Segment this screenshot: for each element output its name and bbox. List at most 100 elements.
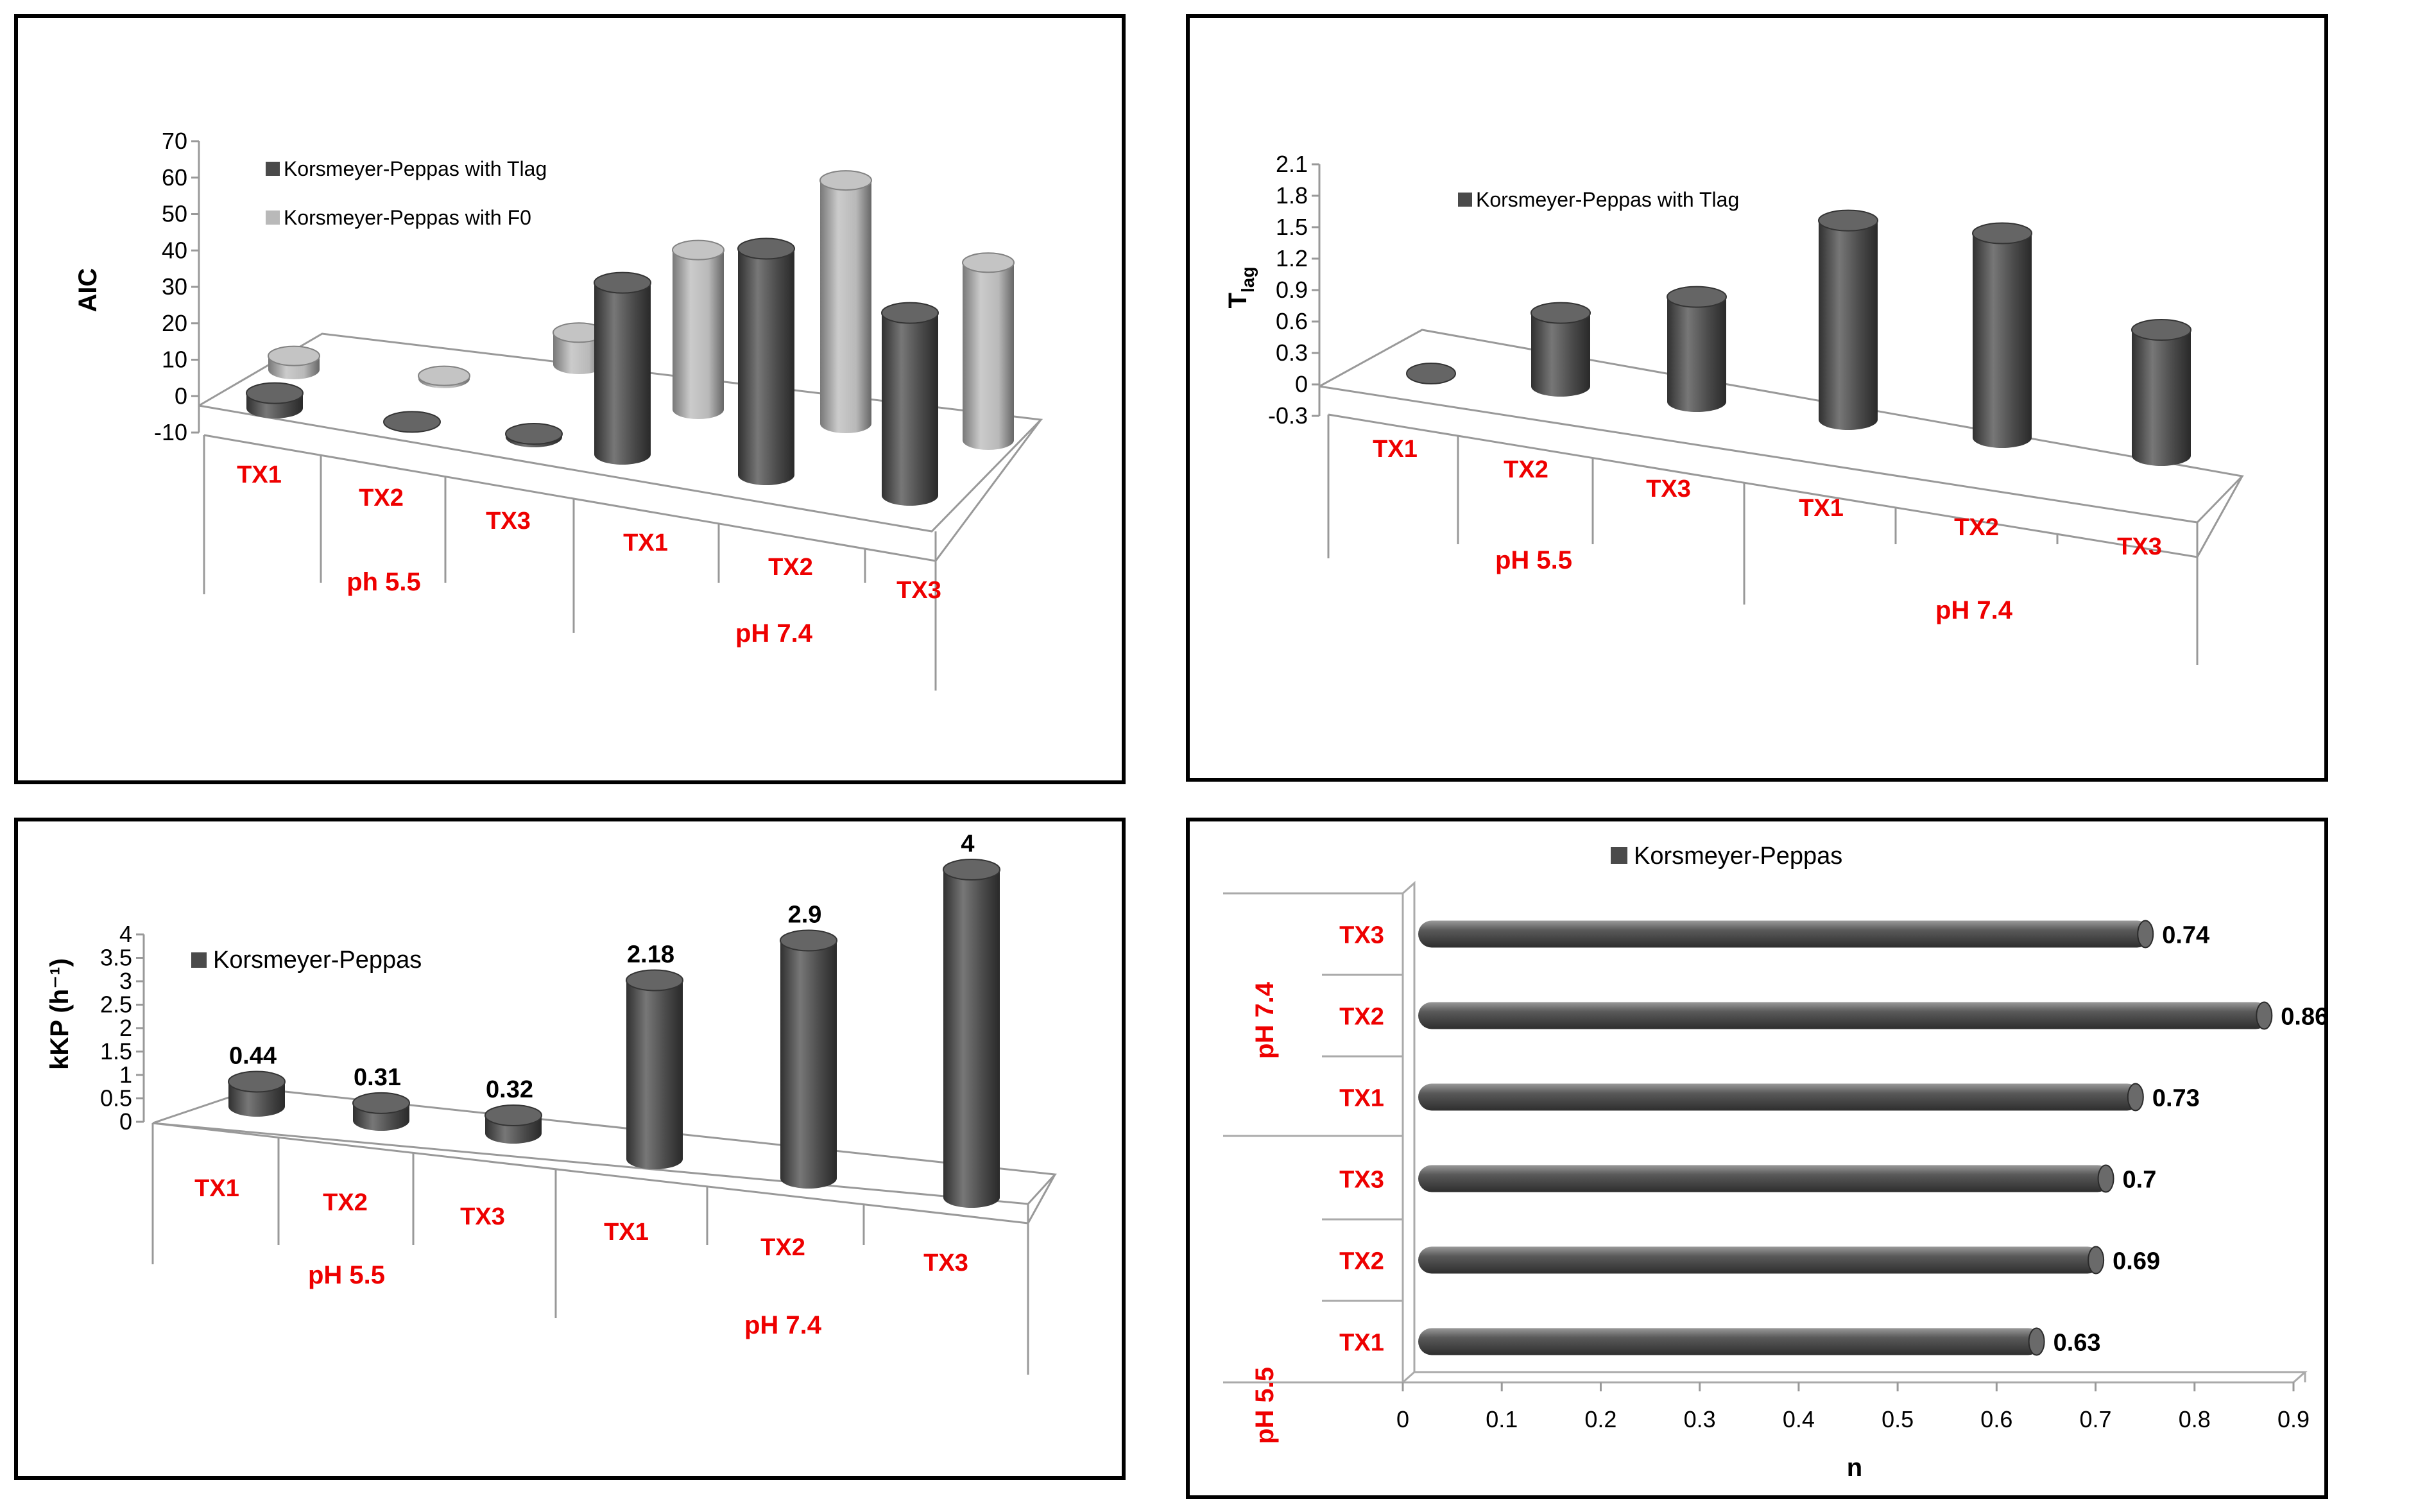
category-label: TX3	[486, 508, 531, 535]
y-tick-label: 1.8	[1276, 182, 1308, 209]
category-label: TX3	[460, 1203, 505, 1230]
y-tick-label: 2.5	[100, 992, 132, 1018]
data-label: 0.44	[229, 1042, 277, 1069]
data-label: 0.74	[2162, 922, 2209, 949]
y-tick-label: 4	[119, 921, 132, 947]
category-label: TX1	[623, 529, 668, 556]
legend-swatch	[1611, 847, 1627, 864]
bar-f0	[672, 239, 725, 419]
category-label: TX1	[1339, 1330, 1384, 1357]
bar-tlag	[881, 302, 939, 506]
group-label: ph 5.5	[347, 568, 421, 596]
data-label: 0.32	[486, 1076, 533, 1103]
category-label: TX2	[768, 554, 813, 581]
bar-n	[1418, 1083, 2144, 1112]
bar-f0	[418, 365, 470, 388]
bar-f0	[553, 322, 605, 374]
category-label: TX1	[1373, 436, 1418, 463]
bar-n	[1418, 920, 2154, 949]
category-label: TX1	[237, 461, 282, 488]
category-label: TX2	[1339, 1004, 1384, 1031]
bar-tlag	[737, 237, 795, 485]
bar-tlag	[1406, 363, 1456, 384]
bar-kkp	[484, 1104, 542, 1144]
category-label: TX2	[1954, 514, 1999, 541]
category-label: TX1	[604, 1219, 649, 1246]
bar-tlag	[383, 411, 441, 433]
y-tick-label: 0.3	[1276, 339, 1308, 366]
aic-chart: 70 60 50 40 30 20 10 0 -10 AIC Korsmeyer-Peppas …	[74, 128, 1043, 691]
bar-kkp	[943, 859, 1000, 1208]
category-label: TX3	[1339, 1167, 1384, 1194]
x-tick-label: 0.5	[1882, 1406, 1914, 1432]
legend-label: Korsmeyer-Peppas	[1634, 843, 1842, 870]
x-tick-label: 0.4	[1783, 1406, 1815, 1432]
category-label: TX2	[1339, 1248, 1384, 1275]
category-label: TX3	[923, 1250, 968, 1276]
kkp-chart-panel: 4 3.5 3 2.5 2 1.5 1 0.5 0 0.44 0.31 0.32 2.18 2.9 4 k…	[14, 818, 1126, 1480]
data-label: 4	[961, 830, 974, 857]
category-label: TX1	[194, 1175, 239, 1202]
bar-tlag	[246, 382, 304, 418]
y-tick-label: 60	[162, 164, 187, 191]
category-label: TX2	[359, 485, 404, 511]
bar-f0	[819, 170, 872, 433]
y-tick-label: 0	[1295, 371, 1308, 397]
data-label: 0.69	[2113, 1248, 2160, 1275]
legend-swatch-tlag	[1458, 193, 1472, 207]
data-label: 0.63	[2054, 1330, 2101, 1357]
tlag-chart: 2.1 1.8 1.5 1.2 0.9 0.6 0.3 0 -0.3 Tlag Korsmeye…	[1224, 151, 2245, 665]
y-tick-label: 3	[119, 968, 132, 994]
y-tick-label: -0.3	[1268, 402, 1308, 429]
x-tick-label: 0	[1396, 1406, 1409, 1432]
bar-n	[1418, 1001, 2273, 1030]
y-tick-label: 3.5	[100, 945, 132, 971]
bar-n	[1418, 1246, 2105, 1275]
y-tick-label: 0	[119, 1108, 132, 1135]
legend-label: Korsmeyer-Peppas	[213, 947, 422, 974]
bar-kkp	[626, 969, 683, 1169]
n-chart: 0.63 0.69 0.7 0.73 0.86 0.74 0 0.1 0.2 0.3 0.4 0.5…	[1223, 843, 2324, 1482]
x-axis-label: n	[1847, 1454, 1862, 1482]
group-label: pH 7.4	[744, 1311, 822, 1339]
y-tick-label: 10	[162, 347, 187, 373]
y-tick-label: 20	[162, 310, 187, 336]
category-label: TX1	[1799, 495, 1844, 522]
bar-kkp	[352, 1092, 410, 1131]
chart-floor	[152, 1087, 1058, 1205]
data-label: 0.86	[2281, 1004, 2324, 1031]
legend-label-f0: Korsmeyer-Peppas with F0	[284, 206, 531, 229]
category-label: TX3	[1339, 922, 1384, 949]
y-tick-label: 70	[162, 128, 187, 154]
bar-n	[1418, 1327, 2045, 1356]
x-tick-label: 0.3	[1684, 1406, 1716, 1432]
x-tick-label: 0.1	[1486, 1406, 1518, 1432]
data-label: 0.31	[354, 1064, 401, 1091]
y-tick-label: 1.5	[1276, 214, 1308, 240]
bar-tlag	[1972, 222, 2032, 448]
y-axis-label: Tlag	[1224, 267, 1258, 309]
kkp-chart: 43.532.521.510.50 0.440.31 0.322.182.94 k…	[46, 830, 1058, 1375]
y-axis-label: AIC	[74, 268, 102, 313]
bar-kkp	[780, 929, 837, 1189]
y-tick-label: 50	[162, 201, 187, 227]
x-tick-label: 0.8	[2179, 1406, 2211, 1432]
category-label: TX1	[1339, 1085, 1384, 1112]
tlag-chart-panel: 2.1 1.8 1.5 1.2 0.9 0.6 0.3 0 -0.3 Tlag Korsmeye…	[1186, 14, 2328, 782]
bar-tlag	[505, 423, 563, 448]
data-label: 0.7	[2123, 1167, 2157, 1194]
legend-swatch-tlag	[266, 162, 280, 176]
y-tick-label: 1	[119, 1061, 132, 1088]
legend-swatch-f0	[266, 210, 280, 225]
y-tick-label: 1.2	[1276, 245, 1308, 271]
x-tick-label: 0.2	[1584, 1406, 1616, 1432]
bar-tlag	[2131, 319, 2191, 466]
x-tick-label: 0.9	[2277, 1406, 2310, 1432]
bar-tlag	[1667, 286, 1727, 412]
legend-swatch	[191, 952, 207, 968]
bar-kkp	[228, 1070, 286, 1117]
category-label: TX2	[760, 1234, 805, 1261]
y-tick-label: 0.9	[1276, 277, 1308, 303]
y-tick-label: 2	[119, 1015, 132, 1041]
category-label: TX3	[1646, 476, 1691, 503]
